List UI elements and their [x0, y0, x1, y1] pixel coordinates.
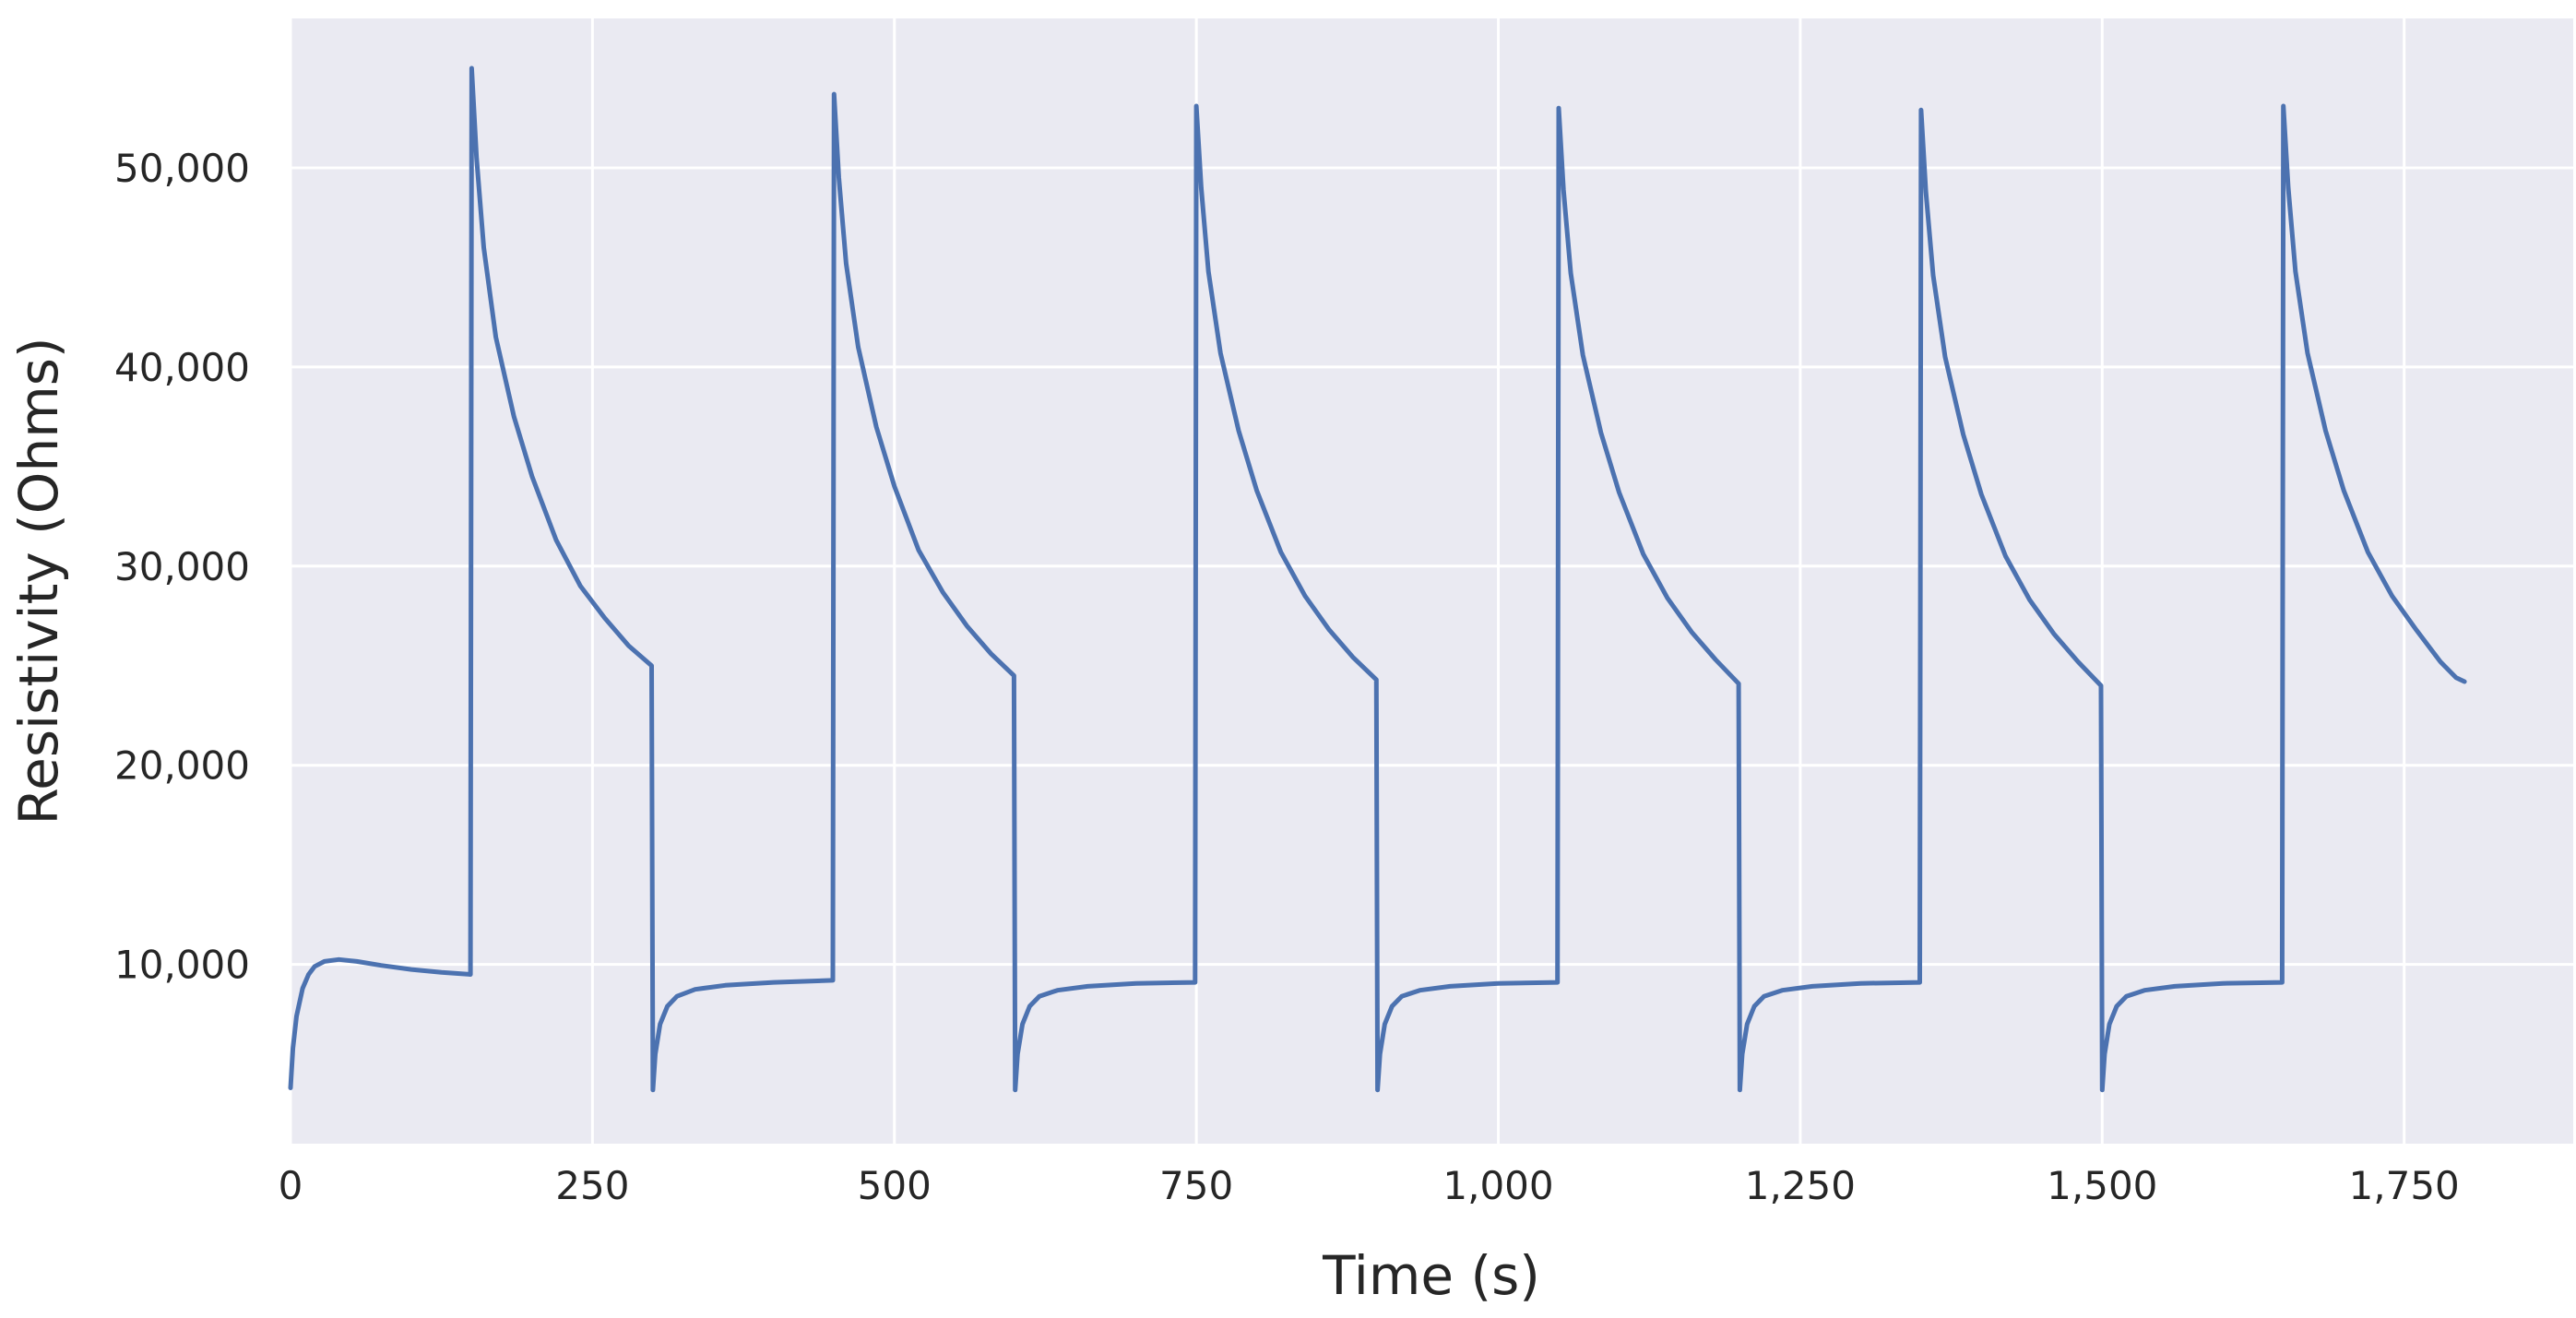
y-tick-label: 50,000 — [114, 146, 250, 191]
x-tick-labels: 0 250 500 750 1,000 1,250 1,500 1,750 — [279, 1163, 2460, 1208]
x-tick-label: 1,000 — [1442, 1163, 1553, 1208]
y-tick-label: 40,000 — [114, 345, 250, 390]
y-gridlines — [291, 166, 2573, 967]
plot-area — [291, 18, 2573, 1144]
y-tick-labels: 10,000 20,000 30,000 40,000 50,000 — [114, 146, 250, 988]
y-axis-title: Resistivity (Ohms) — [7, 337, 70, 825]
y-tick-label: 10,000 — [114, 943, 250, 988]
x-tick-label: 750 — [1159, 1163, 1233, 1208]
x-axis-title: Time (s) — [1322, 1244, 1540, 1307]
y-tick-label: 30,000 — [114, 544, 250, 589]
x-tick-label: 1,500 — [2047, 1163, 2157, 1208]
x-tick-label: 1,750 — [2349, 1163, 2460, 1208]
resistivity-series-line — [288, 65, 2467, 1093]
y-tick-label: 20,000 — [114, 743, 250, 789]
x-tick-label: 1,250 — [1745, 1163, 1856, 1208]
x-tick-label: 0 — [279, 1163, 303, 1208]
x-tick-label: 500 — [858, 1163, 932, 1208]
x-tick-label: 250 — [555, 1163, 629, 1208]
